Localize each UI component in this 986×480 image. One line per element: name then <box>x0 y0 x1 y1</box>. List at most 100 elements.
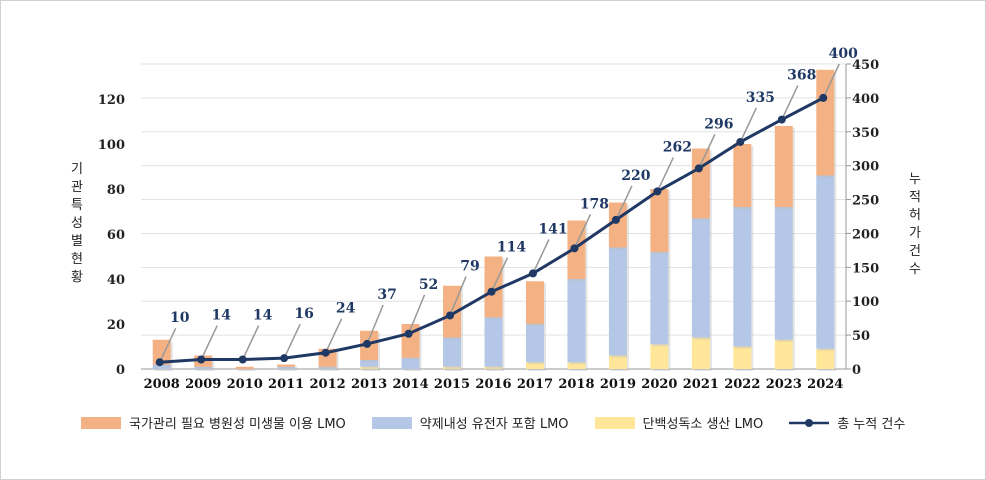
x-tick-label: 2010 <box>227 377 263 392</box>
data-label: 52 <box>419 277 438 293</box>
line-point <box>404 329 413 338</box>
bar-segment <box>608 247 627 356</box>
bar-segment <box>360 366 379 369</box>
bar-shadow <box>279 368 298 371</box>
bar-shadow <box>279 366 298 369</box>
bar-segment <box>443 366 462 369</box>
data-label: 335 <box>746 90 775 106</box>
bar-segment <box>650 252 669 345</box>
y-tick-label: 60 <box>107 228 125 243</box>
legend-label: 단백성독소 생산 LMO <box>642 417 764 432</box>
line-point <box>446 311 455 320</box>
data-label: 16 <box>294 306 313 322</box>
bar-segment <box>525 362 544 369</box>
data-label: 37 <box>377 287 396 303</box>
data-label: 400 <box>829 46 858 62</box>
x-tick-label: 2018 <box>558 377 594 392</box>
bar-segment <box>484 366 503 369</box>
data-label: 14 <box>253 308 273 324</box>
legend-item: 약제내성 유전자 포함 LMO <box>371 413 569 432</box>
data-label: 220 <box>621 168 650 184</box>
legend-swatch <box>371 416 412 429</box>
label-leader <box>656 157 675 192</box>
data-label: 296 <box>704 116 733 132</box>
line-point <box>363 339 372 348</box>
bar-segment <box>235 366 254 369</box>
y2-tick-label: 450 <box>852 58 879 73</box>
data-label: 79 <box>460 258 479 274</box>
bar-segment <box>608 355 627 369</box>
legend-label: 약제내성 유전자 포함 LMO <box>419 417 569 432</box>
bar-segment <box>774 126 793 207</box>
data-label: 368 <box>787 68 816 84</box>
bar-segment <box>525 281 544 324</box>
label-leader <box>366 304 384 345</box>
y-tick-label: 80 <box>107 183 125 198</box>
x-tick-label: 2022 <box>724 377 760 392</box>
label-leader <box>698 134 716 169</box>
x-tick-label: 2012 <box>310 377 346 392</box>
bar-segment <box>733 207 752 347</box>
bar-shadow <box>237 368 256 371</box>
bar-segment <box>277 366 296 369</box>
y2-tick-label: 200 <box>852 227 879 242</box>
data-label: 262 <box>663 139 692 155</box>
bar-segment <box>567 362 586 369</box>
legend-item: 총 누적 건수 <box>789 413 905 432</box>
x-tick-label: 2013 <box>351 377 387 392</box>
bar-segment <box>650 344 669 369</box>
y2-tick-label: 50 <box>852 329 870 344</box>
bar-segment <box>691 148 710 219</box>
y-axis-label: 기관 특성별 현황 <box>71 162 83 285</box>
y-tick-label: 0 <box>116 363 125 378</box>
legend-item: 국가관리 필요 병원성 미생물 이용 LMO <box>81 413 346 432</box>
bar-segment <box>650 189 669 252</box>
bar-shadow <box>445 368 464 371</box>
data-label: 10 <box>170 310 190 326</box>
bar-shadow <box>362 368 381 371</box>
data-label: 114 <box>497 240 526 256</box>
y2-tick-label: 250 <box>852 194 879 209</box>
bar-segment <box>277 364 296 367</box>
data-label: 178 <box>580 196 609 212</box>
bar-shadow <box>486 368 505 371</box>
line-point <box>528 269 537 278</box>
line-point <box>197 355 206 364</box>
y2-tick-label: 400 <box>852 92 879 107</box>
line-point <box>321 348 330 357</box>
bar-segment <box>816 348 835 369</box>
y2-tick-label: 0 <box>852 363 861 378</box>
line-point <box>777 115 786 124</box>
line-point <box>280 354 289 363</box>
x-tick-label: 2021 <box>683 377 719 392</box>
bar-segment <box>816 175 835 349</box>
bar-segment <box>691 218 710 338</box>
bar-segment <box>318 366 337 369</box>
x-tick-label: 2009 <box>185 377 221 392</box>
y-tick-label: 120 <box>98 93 125 108</box>
legend-swatch <box>594 416 635 429</box>
x-tick-label: 2016 <box>475 377 511 392</box>
y2-tick-label: 300 <box>852 160 879 175</box>
label-leader <box>490 257 509 293</box>
line-point <box>611 215 620 224</box>
bar-segment <box>484 317 503 367</box>
x-tick-label: 2024 <box>807 377 843 392</box>
legend-swatch <box>789 417 830 429</box>
y-tick-label: 100 <box>98 138 125 153</box>
bar-segment <box>152 364 171 369</box>
data-label: 141 <box>538 221 567 237</box>
bar-segment <box>733 144 752 207</box>
line-point <box>653 187 662 196</box>
bar-segment <box>733 346 752 369</box>
label-leader <box>822 63 840 99</box>
bar-segment <box>443 337 462 367</box>
bar-segment <box>691 337 710 369</box>
label-leader <box>324 318 343 354</box>
label-leader <box>449 276 467 316</box>
x-tick-label: 2017 <box>517 377 553 392</box>
line-point <box>155 358 164 367</box>
y2-tick-label: 350 <box>852 126 879 141</box>
bar-segment <box>360 360 379 367</box>
